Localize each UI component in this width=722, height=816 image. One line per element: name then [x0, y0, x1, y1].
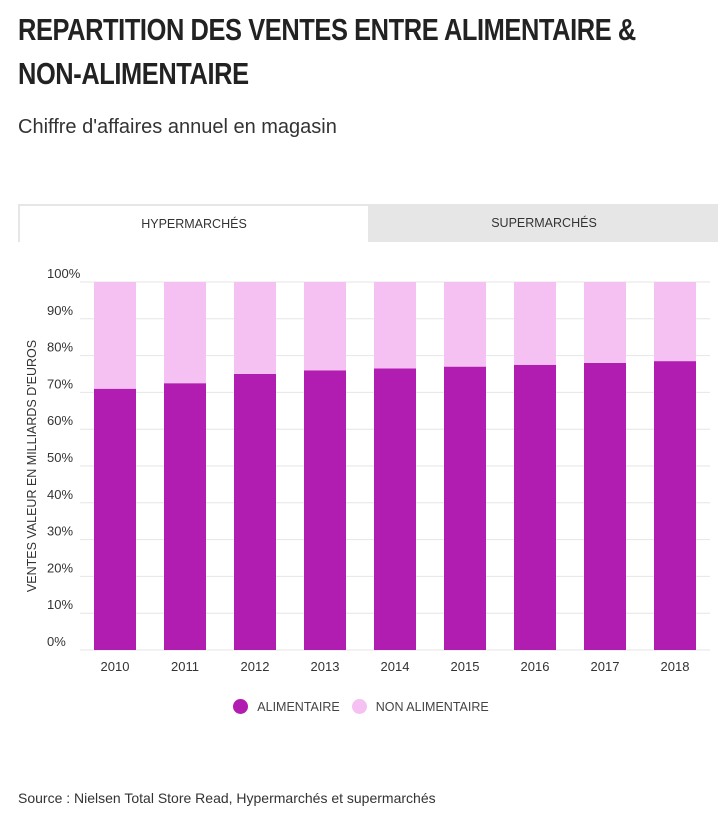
x-tick-label: 2016 — [521, 659, 550, 674]
bar-alimentaire-2018[interactable] — [654, 361, 696, 650]
stacked-bar-chart: 0%10%20%30%40%50%60%70%80%90%100% 2010 20… — [25, 266, 710, 674]
y-tick-label: 90% — [47, 303, 73, 318]
bar-non-alimentaire-2013[interactable] — [304, 282, 346, 371]
x-tick-label: 2011 — [171, 659, 199, 674]
bar-non-alimentaire-2016[interactable] — [514, 282, 556, 365]
tab-hypermarches[interactable]: HYPERMARCHÉS — [18, 204, 370, 242]
chart-title: REPARTITION DES VENTES ENTRE ALIMENTAIRE… — [18, 12, 636, 91]
y-tick-label: 20% — [47, 560, 73, 575]
y-tick-label: 40% — [47, 487, 73, 502]
y-tick-label: 60% — [47, 413, 73, 428]
bar-non-alimentaire-2015[interactable] — [444, 282, 486, 367]
y-tick-label: 50% — [47, 450, 73, 465]
x-tick-label: 2017 — [591, 659, 620, 674]
tab-bar: HYPERMARCHÉS SUPERMARCHÉS — [18, 204, 718, 242]
x-tick-label: 2012 — [241, 659, 270, 674]
legend: ALIMENTAIRE NON ALIMENTAIRE — [0, 699, 722, 714]
legend-item-non-alimentaire[interactable]: NON ALIMENTAIRE — [351, 699, 489, 714]
y-tick-label: 70% — [47, 376, 73, 391]
legend-swatch-alimentaire — [233, 699, 249, 714]
x-tick-label: 2010 — [101, 659, 130, 674]
x-tick-label: 2014 — [381, 659, 410, 674]
bar-non-alimentaire-2011[interactable] — [164, 282, 206, 384]
bar-non-alimentaire-2018[interactable] — [654, 282, 696, 362]
x-axis-ticks: 2010 2011 2012 2013 2014 2015 2016 2017 2018 — [101, 659, 690, 674]
bars — [94, 282, 696, 650]
y-axis-label: VENTES VALEUR EN MILLIARDS D'EUROS — [25, 340, 39, 592]
bar-non-alimentaire-2014[interactable] — [374, 282, 416, 369]
bar-alimentaire-2012[interactable] — [234, 374, 276, 650]
y-tick-label: 80% — [47, 340, 73, 355]
bar-alimentaire-2016[interactable] — [514, 364, 556, 650]
chart-subtitle: Chiffre d'affaires annuel en magasin — [18, 116, 337, 138]
legend-item-alimentaire[interactable]: ALIMENTAIRE — [233, 699, 340, 714]
legend-label-non-alimentaire: NON ALIMENTAIRE — [375, 699, 489, 714]
bar-alimentaire-2015[interactable] — [444, 366, 486, 650]
y-axis-ticks: 0% 10% 20% 30% 40% 50% 60% 70% 80% 90% 100% — [47, 266, 81, 649]
bar-non-alimentaire-2010[interactable] — [94, 282, 136, 389]
bar-non-alimentaire-2017[interactable] — [584, 282, 626, 363]
source-note: Source : Nielsen Total Store Read, Hyper… — [18, 790, 436, 806]
y-tick-label: 30% — [47, 524, 73, 539]
bar-alimentaire-2010[interactable] — [94, 388, 136, 650]
x-tick-label: 2018 — [661, 659, 690, 674]
y-tick-label: 100% — [47, 266, 81, 281]
x-tick-label: 2015 — [451, 659, 480, 674]
bar-alimentaire-2013[interactable] — [304, 370, 346, 650]
bar-alimentaire-2017[interactable] — [584, 362, 626, 650]
bar-alimentaire-2011[interactable] — [164, 383, 206, 650]
x-tick-label: 2013 — [311, 659, 340, 674]
bar-non-alimentaire-2012[interactable] — [234, 282, 276, 374]
y-tick-label: 10% — [47, 597, 73, 612]
legend-label-alimentaire: ALIMENTAIRE — [257, 699, 340, 714]
bar-alimentaire-2014[interactable] — [374, 368, 416, 650]
legend-swatch-non-alimentaire — [351, 699, 367, 714]
tab-supermarches[interactable]: SUPERMARCHÉS — [370, 204, 718, 242]
y-tick-label: 0% — [47, 634, 66, 649]
